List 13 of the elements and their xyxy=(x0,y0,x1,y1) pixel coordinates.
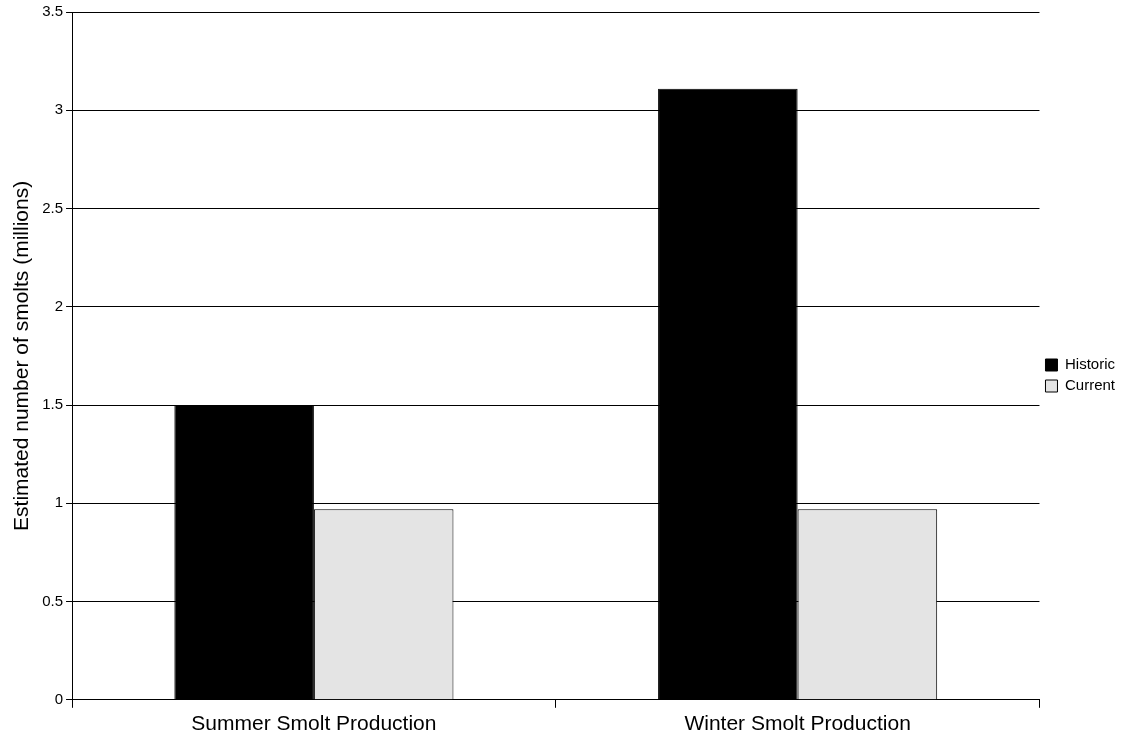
y-tick-label: 2 xyxy=(54,296,64,314)
y-tick-label: 3 xyxy=(54,100,64,118)
legend-label: Historic xyxy=(1064,355,1116,373)
y-tick-label: 0 xyxy=(54,689,64,707)
y-tick-label: 1 xyxy=(54,493,64,511)
y-tick-label: 0.5 xyxy=(42,591,64,609)
legend-label: Current xyxy=(1064,376,1116,394)
y-tick-label: 2.5 xyxy=(42,198,64,216)
y-tick-label: 3.5 xyxy=(42,2,64,20)
x-tick-label: Winter Smolt Production xyxy=(684,711,911,735)
y-axis-title: Estimated number of smolts (millions) xyxy=(9,180,33,531)
y-tick-label: 1.5 xyxy=(42,395,64,413)
x-tick-label: Summer Smolt Production xyxy=(191,711,437,735)
